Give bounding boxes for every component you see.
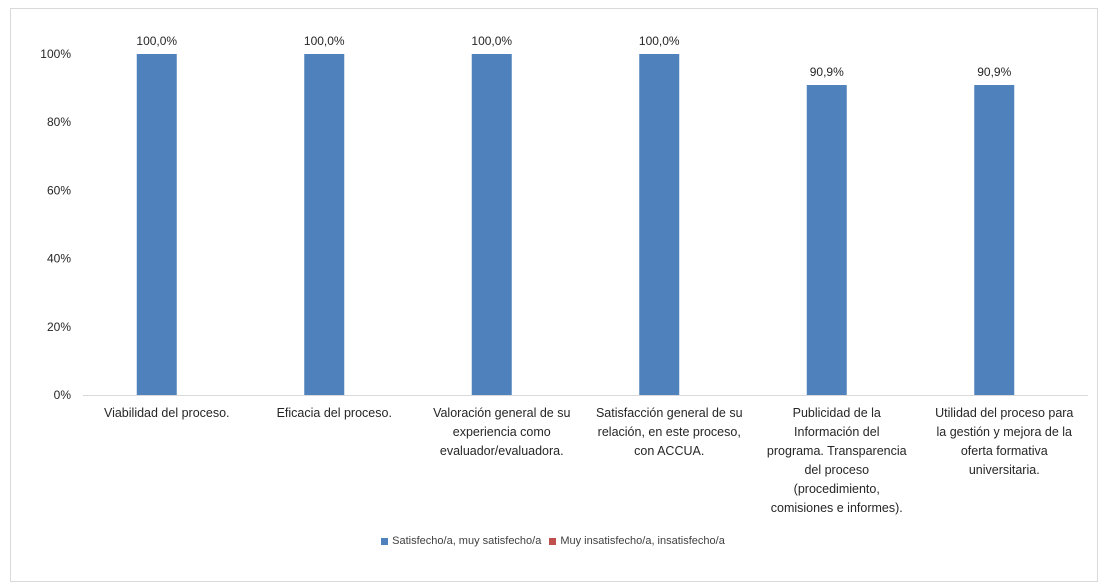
x-category-label-line: del proceso: [804, 463, 869, 477]
data-label: 100,0%: [304, 34, 345, 48]
data-label: 100,0%: [136, 34, 177, 48]
x-category-label-line: Eficacia del proceso.: [277, 406, 392, 420]
x-category-label-line: comisiones e informes).: [771, 501, 903, 515]
bar-satisfied: [304, 54, 345, 395]
x-category-label-line: experiencia como: [453, 425, 551, 439]
legend: Satisfecho/a, muy satisfecho/a Muy insat…: [0, 535, 1106, 547]
x-category-label: Eficacia del proceso.: [277, 406, 392, 420]
chart-frame: [10, 8, 1098, 582]
legend-swatch-satisfied: [381, 537, 389, 545]
y-tick-label: 80%: [47, 115, 71, 129]
x-category-label-line: relación, en este proceso,: [598, 425, 741, 439]
bar-satisfied: [974, 85, 1015, 395]
legend-item-dissatisfied: Muy insatisfecho/a, insatisfecho/a: [549, 535, 725, 547]
y-tick-label: 20%: [47, 320, 71, 334]
data-label: 100,0%: [639, 34, 680, 48]
x-category-label-line: universitaria.: [969, 463, 1040, 477]
x-category-label-line: Viabilidad del proceso.: [104, 406, 230, 420]
x-category-label: Utilidad del proceso para la gestión y me…: [935, 406, 1073, 477]
legend-label-dissatisfied: Muy insatisfecho/a, insatisfecho/a: [560, 535, 725, 547]
data-label: 90,9%: [977, 65, 1011, 79]
y-tick-label: 100%: [40, 47, 71, 61]
bar-satisfied: [136, 54, 177, 395]
x-category-label-line: (procedimiento,: [794, 482, 880, 496]
x-category-label-line: Utilidad del proceso para: [935, 406, 1073, 420]
x-category-label-line: Información del: [794, 425, 879, 439]
x-category-label-line: la gestión y mejora de la: [937, 425, 1073, 439]
y-tick-label: 60%: [47, 183, 71, 197]
x-category-label-line: programa. Transparencia: [767, 444, 907, 458]
bar-satisfied: [471, 54, 512, 395]
x-category-label: Viabilidad del proceso.: [104, 406, 230, 420]
x-category-label: Publicidad de la Información del programa.…: [767, 406, 907, 515]
x-category-label-line: oferta formativa: [961, 444, 1048, 458]
x-category-label: Satisfacción general de su relación, en e…: [596, 406, 743, 458]
bar-satisfied: [806, 85, 847, 395]
y-tick-label: 40%: [47, 252, 71, 266]
bar-satisfied: [639, 54, 680, 395]
data-label: 90,9%: [810, 65, 844, 79]
legend-label-satisfied: Satisfecho/a, muy satisfecho/a: [392, 535, 542, 547]
x-category-label-line: evaluador/evaluadora.: [440, 444, 564, 458]
x-category-label-line: Valoración general de su: [433, 406, 570, 420]
legend-item-satisfied: Satisfecho/a, muy satisfecho/a: [381, 535, 541, 547]
data-label: 100,0%: [471, 34, 512, 48]
y-tick-label: 0%: [54, 388, 72, 402]
x-category-label: Valoración general de su experiencia como…: [433, 406, 570, 458]
legend-swatch-dissatisfied: [549, 537, 557, 545]
x-category-label-line: con ACCUA.: [634, 444, 704, 458]
x-category-label-line: Satisfacción general de su: [596, 406, 743, 420]
x-category-label-line: Publicidad de la: [793, 406, 881, 420]
